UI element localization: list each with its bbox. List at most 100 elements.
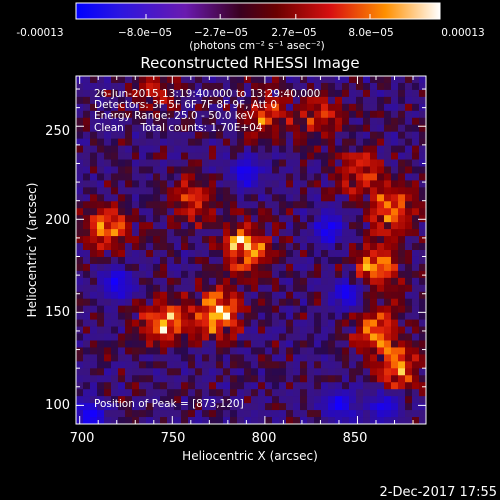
heatmap-cell — [251, 110, 259, 119]
x-tick-label-750: 750 — [161, 431, 186, 446]
heatmap-cell — [76, 347, 84, 355]
heatmap-cell — [90, 354, 98, 362]
heatmap-cell — [391, 222, 399, 230]
heatmap-cell — [237, 333, 245, 341]
heatmap-cell — [398, 284, 406, 293]
heatmap-cell — [209, 284, 217, 293]
heatmap-cell — [328, 382, 336, 390]
heatmap-cell — [216, 319, 224, 327]
heatmap-cell — [167, 145, 175, 153]
heatmap-cell — [272, 305, 280, 314]
heatmap-cell — [146, 222, 154, 230]
heatmap-cell — [412, 319, 420, 327]
heatmap-cell — [377, 368, 385, 376]
heatmap-cell — [279, 96, 287, 105]
heatmap-cell — [209, 215, 217, 223]
heatmap-cell — [384, 319, 392, 327]
heatmap-cell — [132, 305, 140, 314]
heatmap-cell — [265, 222, 273, 230]
heatmap-cell — [321, 270, 329, 279]
heatmap-cell — [202, 382, 210, 390]
heatmap-cell — [328, 243, 336, 251]
heatmap-cell — [314, 208, 322, 216]
heatmap-cell — [125, 229, 133, 237]
heatmap-cell — [167, 89, 175, 98]
heatmap-cell — [363, 229, 371, 237]
heatmap-cell — [391, 145, 399, 153]
heatmap-cell — [307, 319, 315, 327]
heatmap-cell — [300, 180, 308, 188]
heatmap-cell — [244, 194, 252, 202]
heatmap-cell — [111, 256, 119, 265]
heatmap-cell — [349, 263, 357, 272]
heatmap-cell — [111, 347, 119, 355]
heatmap-cell — [181, 277, 189, 286]
heatmap-cell — [293, 368, 301, 376]
heatmap-cell — [272, 312, 280, 320]
heatmap-cell — [300, 103, 308, 112]
heatmap-cell — [412, 410, 420, 418]
heatmap-cell — [328, 284, 336, 293]
heatmap-cell — [237, 215, 245, 223]
heatmap-cell — [97, 152, 105, 160]
heatmap-cell — [202, 201, 210, 209]
heatmap-cell — [272, 298, 280, 307]
heatmap-cell — [286, 229, 294, 237]
heatmap-cell — [230, 382, 238, 390]
heatmap-cell — [307, 166, 315, 174]
heatmap-cell — [363, 103, 371, 112]
heatmap-cell — [328, 361, 336, 369]
heatmap-cell — [286, 389, 294, 397]
heatmap-cell — [384, 403, 392, 411]
heatmap-cell — [230, 263, 238, 272]
heatmap-cell — [90, 145, 98, 153]
heatmap-cell — [90, 215, 98, 223]
heatmap-cell — [76, 145, 84, 153]
heatmap-cell — [153, 417, 161, 425]
heatmap-cell — [328, 298, 336, 307]
heatmap-cell — [90, 389, 98, 397]
heatmap-cell — [419, 166, 427, 174]
heatmap-cell — [363, 96, 371, 105]
heatmap-cell — [356, 361, 364, 369]
heatmap-cell — [111, 110, 119, 119]
heatmap-cell — [83, 277, 91, 286]
heatmap-cell — [363, 201, 371, 209]
heatmap-cell — [321, 368, 329, 376]
heatmap-cell — [314, 145, 322, 153]
heatmap-cell — [223, 410, 231, 418]
heatmap-cell — [258, 124, 266, 133]
heatmap-cell — [342, 417, 350, 425]
heatmap-cell — [97, 270, 105, 279]
heatmap-cell — [237, 417, 245, 425]
heatmap-cell — [300, 166, 308, 174]
heatmap-cell — [195, 340, 203, 348]
heatmap-cell — [356, 368, 364, 376]
heatmap-cell — [363, 250, 371, 258]
heatmap-cell — [216, 326, 224, 334]
heatmap-cell — [398, 208, 406, 216]
heatmap-cell — [230, 333, 238, 341]
heatmap-cell — [167, 229, 175, 237]
heatmap-cell — [279, 361, 287, 369]
heatmap-cell — [90, 305, 98, 314]
heatmap-cell — [83, 243, 91, 251]
heatmap-cell — [335, 152, 343, 160]
heatmap-cell — [384, 417, 392, 425]
heatmap-cell — [174, 305, 182, 314]
heatmap-cell — [293, 145, 301, 153]
colorbar-tick-label-3: −2.7e−05 — [194, 27, 248, 39]
heatmap-cell — [83, 284, 91, 293]
heatmap-cell — [356, 76, 364, 84]
heatmap-cell — [307, 131, 315, 140]
heatmap-cell — [223, 187, 231, 195]
heatmap-cell — [349, 110, 357, 119]
heatmap-cell — [300, 270, 308, 279]
heatmap-cell — [160, 124, 168, 133]
heatmap-cell — [293, 201, 301, 209]
heatmap-cell — [237, 410, 245, 418]
heatmap-cell — [349, 117, 357, 126]
heatmap-cell — [118, 152, 126, 160]
heatmap-cell — [244, 152, 252, 160]
heatmap-cell — [279, 403, 287, 411]
